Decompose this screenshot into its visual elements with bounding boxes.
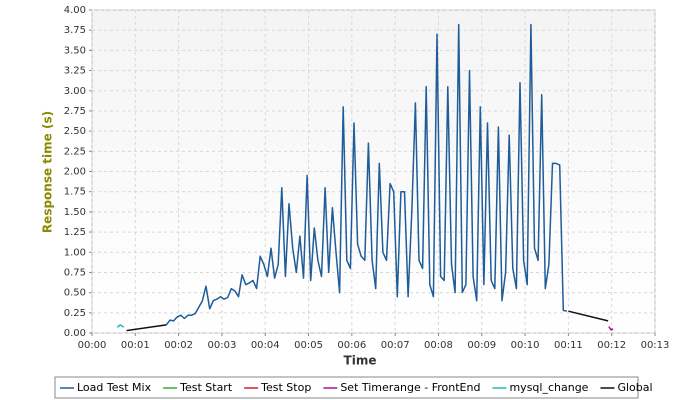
x-tick-label: 00:12 bbox=[597, 340, 626, 351]
y-tick-label: 2.75 bbox=[64, 106, 86, 117]
y-tick-label: 0.25 bbox=[64, 308, 86, 319]
series-line bbox=[165, 23, 568, 326]
y-tick-label: 3.50 bbox=[64, 45, 86, 56]
legend-label: Global bbox=[617, 381, 652, 394]
y-tick-label: 0.00 bbox=[64, 328, 86, 339]
x-tick-label: 00:09 bbox=[467, 340, 496, 351]
y-tick-label: 3.00 bbox=[64, 86, 86, 97]
y-tick-label: 0.50 bbox=[64, 288, 86, 299]
series-line bbox=[608, 326, 614, 331]
x-tick-label: 00:10 bbox=[511, 340, 540, 351]
x-axis-label: Time bbox=[344, 354, 377, 368]
y-tick-label: 4.00 bbox=[64, 5, 86, 16]
y-tick-label: 3.75 bbox=[64, 25, 86, 36]
legend-label: Test Stop bbox=[260, 381, 311, 394]
y-tick-label: 1.00 bbox=[64, 247, 86, 258]
y-tick-label: 1.75 bbox=[64, 187, 86, 198]
x-tick-label: 00:04 bbox=[251, 340, 280, 351]
y-tick-label: 3.25 bbox=[64, 66, 86, 77]
x-tick-label: 00:08 bbox=[424, 340, 453, 351]
x-tick-label: 00:01 bbox=[121, 340, 150, 351]
x-tick-label: 00:06 bbox=[337, 340, 366, 351]
legend bbox=[54, 376, 639, 399]
legend-label: mysql_change bbox=[509, 381, 588, 394]
y-tick-label: 2.25 bbox=[64, 146, 86, 157]
y-tick-label: 1.50 bbox=[64, 207, 86, 218]
y-tick-label: 0.75 bbox=[64, 267, 86, 278]
x-tick-label: 00:03 bbox=[208, 340, 237, 351]
y-tick-label: 2.50 bbox=[64, 126, 86, 137]
x-tick-label: 00:13 bbox=[641, 340, 670, 351]
x-tick-label: 00:05 bbox=[294, 340, 323, 351]
x-tick-label: 00:00 bbox=[78, 340, 107, 351]
y-tick-label: 1.25 bbox=[64, 227, 86, 238]
x-tick-label: 00:11 bbox=[554, 340, 583, 351]
legend-label: Load Test Mix bbox=[77, 381, 152, 394]
x-tick-label: 00:02 bbox=[164, 340, 193, 351]
y-axis-label: Response time (s) bbox=[41, 111, 55, 233]
series-line bbox=[126, 310, 609, 332]
legend-label: Test Start bbox=[179, 381, 233, 394]
legend-label: Set Timerange - FrontEnd bbox=[340, 381, 480, 394]
y-tick-label: 2.00 bbox=[64, 167, 86, 178]
x-tick-label: 00:07 bbox=[381, 340, 410, 351]
series-line bbox=[116, 324, 125, 328]
